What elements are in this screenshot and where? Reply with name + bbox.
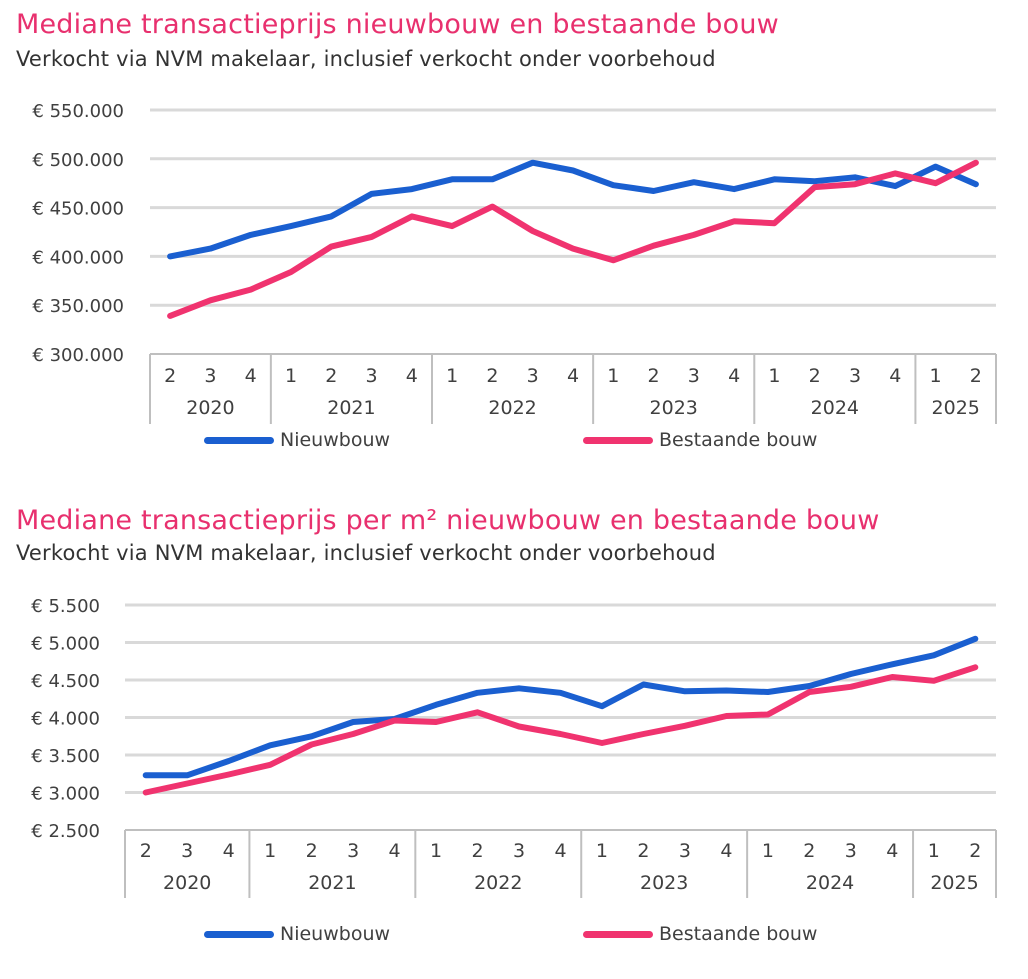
series-line-nieuwbouw <box>167 159 979 260</box>
x-tick-label: 3 <box>181 840 193 862</box>
x-tick-label: 2 <box>809 365 821 387</box>
x-tick-label: 1 <box>285 365 297 387</box>
chart-1-legend-bestaande: Bestaande bouw <box>583 429 817 451</box>
x-tick-label: 3 <box>366 365 378 387</box>
x-tick-label: 1 <box>930 365 942 387</box>
legend-swatch-bestaande <box>583 930 653 938</box>
x-tick-label: 4 <box>389 840 401 862</box>
x-tick-label: 2 <box>970 365 982 387</box>
x-tick-label: 2 <box>637 840 649 862</box>
y-tick-label: € 450.000 <box>32 199 124 220</box>
x-tick-label: 2 <box>306 840 318 862</box>
y-tick-label: € 5.000 <box>31 634 100 655</box>
x-tick-label: 4 <box>554 840 566 862</box>
x-tick-label: 1 <box>596 840 608 862</box>
legend-label: Bestaande bouw <box>659 923 818 945</box>
year-label: 2021 <box>327 397 375 419</box>
x-tick-label: 2 <box>325 365 337 387</box>
x-tick-label: 4 <box>728 365 740 387</box>
y-tick-label: € 4.000 <box>31 709 100 730</box>
year-label: 2020 <box>163 872 211 894</box>
x-tick-label: 3 <box>204 365 216 387</box>
series-line-bestaande <box>167 159 979 319</box>
y-tick-label: € 350.000 <box>32 296 124 317</box>
year-label: 2025 <box>932 397 980 419</box>
x-tick-label: 4 <box>720 840 732 862</box>
x-tick-label: 3 <box>513 840 525 862</box>
x-tick-label: 2 <box>803 840 815 862</box>
year-label: 2023 <box>650 397 698 419</box>
y-tick-label: € 3.000 <box>31 784 100 805</box>
x-tick-label: 1 <box>762 840 774 862</box>
x-tick-label: 4 <box>223 840 235 862</box>
x-tick-label: 3 <box>347 840 359 862</box>
y-tick-label: € 5.500 <box>31 596 100 617</box>
chart-2-legend-bestaande: Bestaande bouw <box>583 923 817 945</box>
legend-swatch-bestaande <box>583 436 653 444</box>
x-tick-label: 2 <box>969 840 981 862</box>
y-tick-label: € 3.500 <box>31 746 100 767</box>
x-tick-label: 4 <box>245 365 257 387</box>
year-label: 2020 <box>186 397 234 419</box>
legend-label: Bestaande bouw <box>659 429 818 451</box>
y-tick-label: € 300.000 <box>32 345 124 366</box>
x-tick-label: 2 <box>486 365 498 387</box>
legend-swatch-nieuwbouw <box>204 436 274 444</box>
y-tick-label: € 400.000 <box>32 247 124 268</box>
chart-1-subtitle: Verkocht via NVM makelaar, inclusief ver… <box>16 47 716 71</box>
year-label: 2023 <box>640 872 688 894</box>
legend-label: Nieuwbouw <box>280 923 391 945</box>
x-tick-label: 1 <box>768 365 780 387</box>
x-tick-label: 2 <box>164 365 176 387</box>
chart-2-title: Mediane transactieprijs per m² nieuwbouw… <box>16 505 880 536</box>
x-tick-label: 4 <box>889 365 901 387</box>
year-label: 2025 <box>930 872 978 894</box>
x-tick-label: 1 <box>264 840 276 862</box>
x-tick-label: 3 <box>527 365 539 387</box>
year-label: 2022 <box>488 397 536 419</box>
x-tick-label: 3 <box>688 365 700 387</box>
x-tick-label: 2 <box>140 840 152 862</box>
legend-swatch-nieuwbouw <box>204 930 274 938</box>
x-tick-label: 2 <box>648 365 660 387</box>
series-line-bestaande <box>142 664 979 796</box>
year-label: 2024 <box>806 872 854 894</box>
x-tick-label: 3 <box>845 840 857 862</box>
legend-label: Nieuwbouw <box>280 429 391 451</box>
year-label: 2022 <box>474 872 522 894</box>
y-tick-label: € 550.000 <box>32 101 124 122</box>
x-tick-label: 1 <box>928 840 940 862</box>
chart-1-legend-nieuwbouw: Nieuwbouw <box>204 429 390 451</box>
x-tick-label: 4 <box>886 840 898 862</box>
x-tick-label: 1 <box>607 365 619 387</box>
y-tick-label: € 2.500 <box>31 821 100 842</box>
chart-2-subtitle: Verkocht via NVM makelaar, inclusief ver… <box>16 541 716 565</box>
x-tick-label: 4 <box>567 365 579 387</box>
chart-2-plot: € 2.500 € 3.000 € 3.500 € 4.000 € 4.500 € 5.0… <box>31 596 997 898</box>
chart-1-plot: € 300.000 € 350.000 € 400.000 € 450.000 € 50… <box>32 101 997 424</box>
x-tick-label: 4 <box>406 365 418 387</box>
y-tick-label: € 500.000 <box>32 150 124 171</box>
x-tick-label: 3 <box>679 840 691 862</box>
year-label: 2024 <box>811 397 859 419</box>
chart-1-title: Mediane transactieprijs nieuwbouw en bes… <box>16 9 779 40</box>
y-tick-label: € 4.500 <box>31 671 100 692</box>
chart-2-legend-nieuwbouw: Nieuwbouw <box>204 923 390 945</box>
x-tick-label: 1 <box>446 365 458 387</box>
x-tick-label: 2 <box>472 840 484 862</box>
x-tick-label: 1 <box>430 840 442 862</box>
year-label: 2021 <box>308 872 356 894</box>
x-tick-label: 3 <box>849 365 861 387</box>
